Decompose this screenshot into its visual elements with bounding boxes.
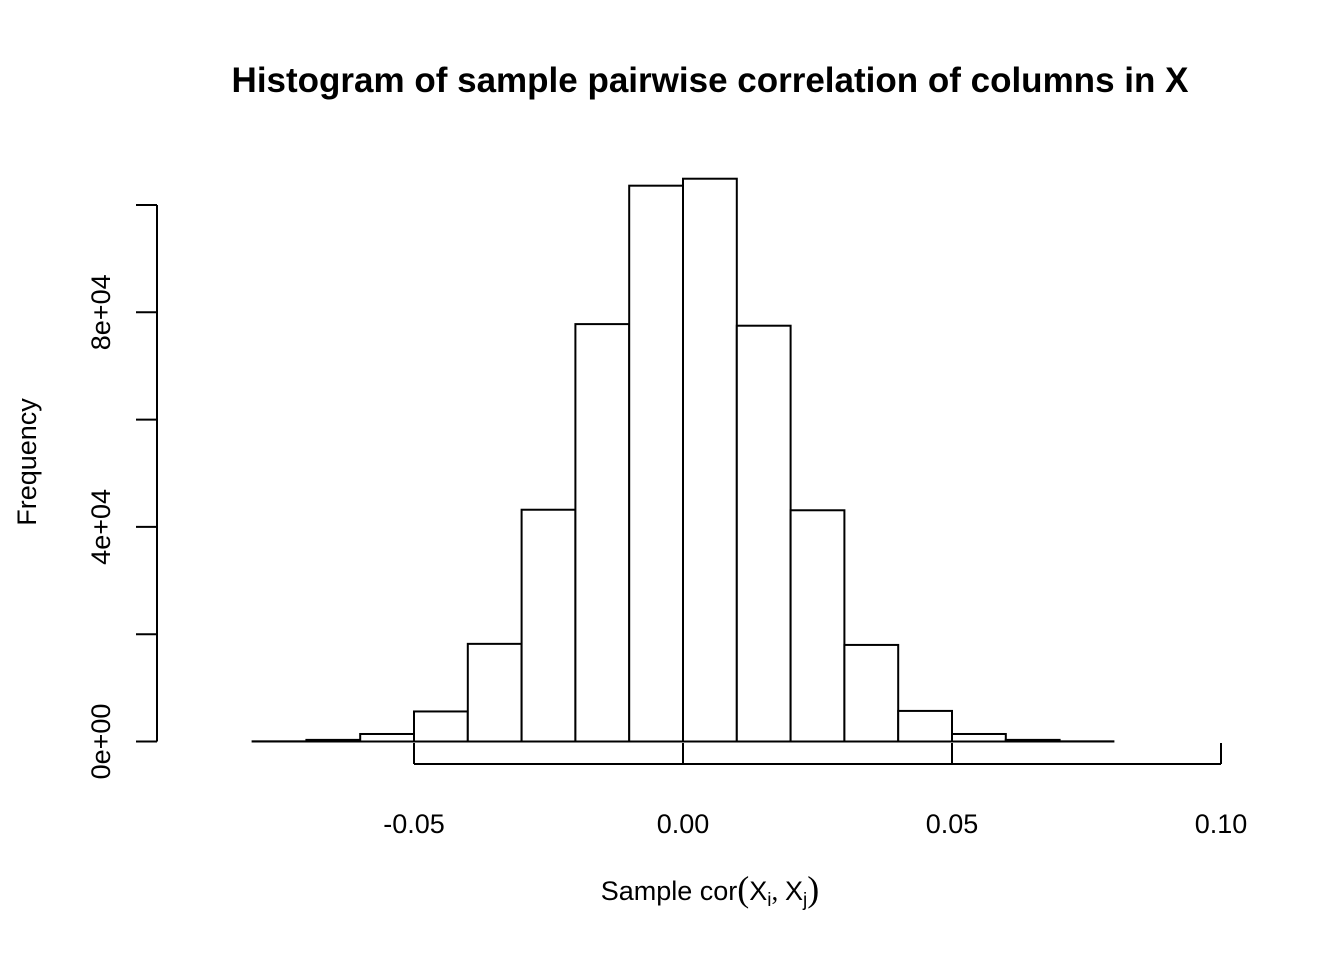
histogram-bars bbox=[251, 177, 1115, 743]
histogram-bar bbox=[628, 184, 685, 743]
histogram-bar bbox=[789, 509, 846, 743]
histogram-bar bbox=[682, 177, 738, 743]
histogram-bar bbox=[843, 643, 900, 743]
histogram-bar bbox=[897, 709, 954, 743]
x-axis-label-paren-open: ( bbox=[737, 869, 749, 909]
x-axis-label-var1: X bbox=[749, 876, 767, 906]
x-axis-label-comma: , bbox=[772, 876, 786, 906]
histogram-bar bbox=[305, 738, 362, 743]
x-axis-label-sub1: i bbox=[767, 890, 771, 911]
x-tick-label: -0.05 bbox=[383, 809, 445, 839]
histogram-bar bbox=[359, 732, 416, 743]
histogram-bar bbox=[574, 323, 631, 743]
histogram-bar bbox=[951, 732, 1007, 743]
chart-title: Histogram of sample pairwise correlation… bbox=[232, 61, 1190, 100]
histogram-bar bbox=[520, 508, 577, 743]
histogram-bar bbox=[413, 710, 469, 743]
x-tick-label: 0.05 bbox=[926, 809, 979, 839]
y-tick-label: 8e+04 bbox=[86, 274, 116, 350]
x-axis-label-sub2: j bbox=[802, 890, 807, 911]
y-axis: 0e+00 4e+04 8e+04 bbox=[86, 204, 158, 780]
histogram-bar bbox=[735, 324, 792, 743]
y-axis-label: Frequency bbox=[12, 398, 42, 526]
x-axis-label-paren-close: ) bbox=[807, 869, 819, 909]
x-axis-label-prefix: Sample cor bbox=[601, 876, 738, 906]
x-tick-label: 0.00 bbox=[657, 809, 710, 839]
x-axis: -0.05 0.00 0.05 0.10 bbox=[383, 743, 1247, 839]
x-axis-label-var2: X bbox=[785, 876, 803, 906]
x-axis-label: Sample cor(Xi, Xj) bbox=[601, 869, 820, 911]
histogram-bar bbox=[466, 642, 523, 743]
y-tick-label: 0e+00 bbox=[86, 704, 116, 780]
y-tick-label: 4e+04 bbox=[86, 489, 116, 565]
x-tick-label: 0.10 bbox=[1195, 809, 1248, 839]
histogram-bar bbox=[1004, 738, 1061, 743]
